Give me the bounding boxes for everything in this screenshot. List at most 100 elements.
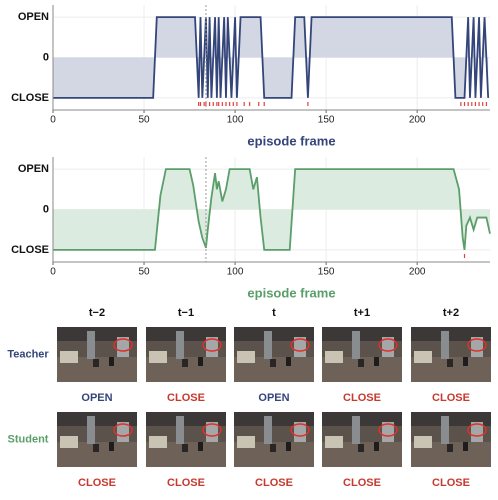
column-header: t bbox=[272, 307, 276, 319]
row-label: Student bbox=[8, 433, 49, 445]
x-tick-label: 150 bbox=[318, 115, 335, 126]
y-tick-label: 0 bbox=[43, 203, 49, 215]
image-gripper bbox=[294, 337, 306, 357]
y-tick-label: OPEN bbox=[18, 163, 49, 175]
image-object bbox=[286, 442, 291, 451]
frame-image bbox=[146, 412, 226, 467]
image-basket bbox=[149, 436, 167, 448]
image-robot bbox=[352, 416, 360, 444]
image-basket bbox=[325, 436, 343, 448]
area-fill bbox=[53, 169, 490, 250]
image-robot bbox=[441, 416, 449, 444]
image-gripper bbox=[471, 337, 483, 357]
y-tick-label: CLOSE bbox=[11, 244, 49, 256]
frame-label: CLOSE bbox=[255, 477, 293, 489]
image-robot bbox=[176, 416, 184, 444]
area-fill bbox=[53, 17, 489, 98]
image-basket bbox=[149, 351, 167, 363]
column-header: t−2 bbox=[89, 307, 105, 319]
image-object bbox=[463, 442, 468, 451]
image-basket bbox=[414, 351, 432, 363]
frame-image bbox=[146, 327, 226, 382]
image-basket bbox=[414, 436, 432, 448]
frame-image bbox=[322, 327, 402, 382]
gripper-highlight bbox=[290, 338, 310, 352]
image-object bbox=[93, 444, 99, 452]
x-tick-label: 50 bbox=[138, 267, 150, 278]
frame-image bbox=[411, 412, 491, 467]
image-gripper bbox=[117, 337, 129, 357]
image-object bbox=[198, 442, 203, 451]
gripper-highlight bbox=[113, 423, 133, 437]
gripper-highlight bbox=[378, 338, 398, 352]
gripper-highlight bbox=[202, 338, 222, 352]
image-gripper bbox=[206, 422, 218, 442]
x-axis-label: episode frame bbox=[247, 133, 335, 148]
gripper-highlight bbox=[202, 423, 222, 437]
image-gripper bbox=[382, 422, 394, 442]
gripper-highlight bbox=[378, 423, 398, 437]
gripper-highlight bbox=[113, 338, 133, 352]
x-tick-label: 200 bbox=[409, 267, 426, 278]
image-object bbox=[286, 357, 291, 366]
frame-image bbox=[411, 327, 491, 382]
image-robot bbox=[264, 331, 272, 359]
image-robot bbox=[176, 331, 184, 359]
image-gripper bbox=[471, 422, 483, 442]
frame-label: CLOSE bbox=[343, 392, 381, 404]
image-object bbox=[447, 444, 453, 452]
frame-label: OPEN bbox=[258, 392, 289, 404]
frame-image bbox=[234, 412, 314, 467]
image-object bbox=[358, 359, 364, 367]
gripper-highlight bbox=[467, 338, 487, 352]
image-robot bbox=[352, 331, 360, 359]
x-tick-label: 50 bbox=[138, 115, 150, 126]
x-axis-label: episode frame bbox=[247, 285, 335, 300]
image-object bbox=[198, 357, 203, 366]
frame-label: OPEN bbox=[81, 392, 112, 404]
x-tick-label: 0 bbox=[50, 115, 56, 126]
image-basket bbox=[237, 351, 255, 363]
image-object bbox=[182, 444, 188, 452]
frame-label: CLOSE bbox=[432, 392, 470, 404]
x-tick-label: 150 bbox=[318, 267, 335, 278]
image-object bbox=[93, 359, 99, 367]
line bbox=[53, 168, 491, 251]
gripper-highlight bbox=[467, 423, 487, 437]
y-tick-label: OPEN bbox=[18, 11, 49, 23]
y-tick-label: CLOSE bbox=[11, 92, 49, 104]
image-object bbox=[109, 442, 114, 451]
image-robot bbox=[441, 331, 449, 359]
column-header: t−1 bbox=[178, 307, 194, 319]
image-object bbox=[358, 444, 364, 452]
line bbox=[53, 16, 490, 99]
image-robot bbox=[264, 416, 272, 444]
image-object bbox=[109, 357, 114, 366]
image-object bbox=[447, 359, 453, 367]
x-tick-label: 0 bbox=[50, 267, 56, 278]
frame-image bbox=[57, 412, 137, 467]
frame-label: CLOSE bbox=[432, 477, 470, 489]
image-object bbox=[463, 357, 468, 366]
image-gripper bbox=[117, 422, 129, 442]
image-object bbox=[182, 359, 188, 367]
image-gripper bbox=[206, 337, 218, 357]
image-basket bbox=[325, 351, 343, 363]
image-object bbox=[270, 444, 276, 452]
frame-label: CLOSE bbox=[78, 477, 116, 489]
column-header: t+1 bbox=[354, 307, 370, 319]
image-object bbox=[270, 359, 276, 367]
gripper-highlight bbox=[290, 423, 310, 437]
image-robot bbox=[87, 331, 95, 359]
frame-image bbox=[234, 327, 314, 382]
row-label: Teacher bbox=[7, 348, 49, 360]
frame-image bbox=[57, 327, 137, 382]
x-tick-label: 100 bbox=[227, 267, 244, 278]
image-basket bbox=[60, 436, 78, 448]
image-gripper bbox=[382, 337, 394, 357]
image-object bbox=[374, 442, 379, 451]
image-object bbox=[374, 357, 379, 366]
frame-label: CLOSE bbox=[167, 392, 205, 404]
image-gripper bbox=[294, 422, 306, 442]
